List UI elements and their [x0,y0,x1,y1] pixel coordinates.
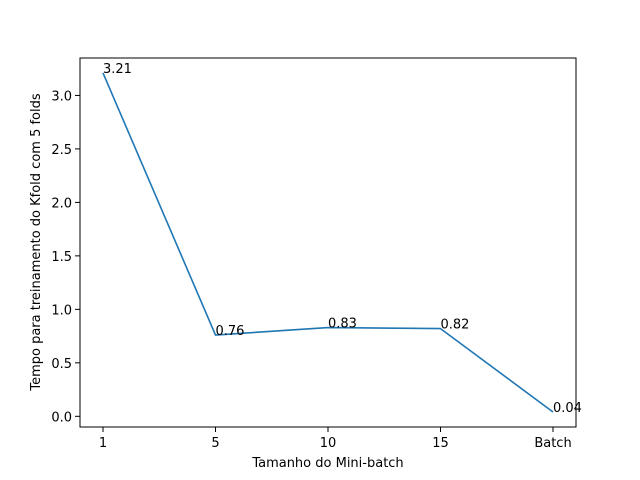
data-label: 0.76 [216,324,245,339]
data-label: 0.04 [553,401,582,416]
plot-area: 1 5 10 15 Batch0.00.51.01.52.02.53.03.210.76… [51,57,582,451]
y-tick-label: 0.0 [51,410,72,425]
y-tick-label: 1.5 [51,250,72,265]
x-tick-label: Batch [534,436,571,451]
data-label: 3.21 [103,62,132,77]
y-tick-label: 0.5 [51,357,72,372]
y-tick-label: 3.0 [51,89,72,104]
y-tick-label: 2.5 [51,143,72,158]
x-axis-title: Tamanho do Mini-batch [251,456,403,471]
x-tick-label: 5 [211,436,219,451]
data-label: 0.82 [441,318,470,333]
series-line [102,72,554,413]
x-tick-label: 10 [320,436,337,451]
x-tick-label: 15 [432,436,449,451]
x-tick-label: 1 [99,436,107,451]
y-axis-title: Tempo para treinamento do Kfold com 5 fo… [29,93,44,392]
data-label: 0.83 [328,317,357,332]
y-tick-label: 1.0 [51,303,72,318]
y-tick-label: 2.0 [51,196,72,211]
